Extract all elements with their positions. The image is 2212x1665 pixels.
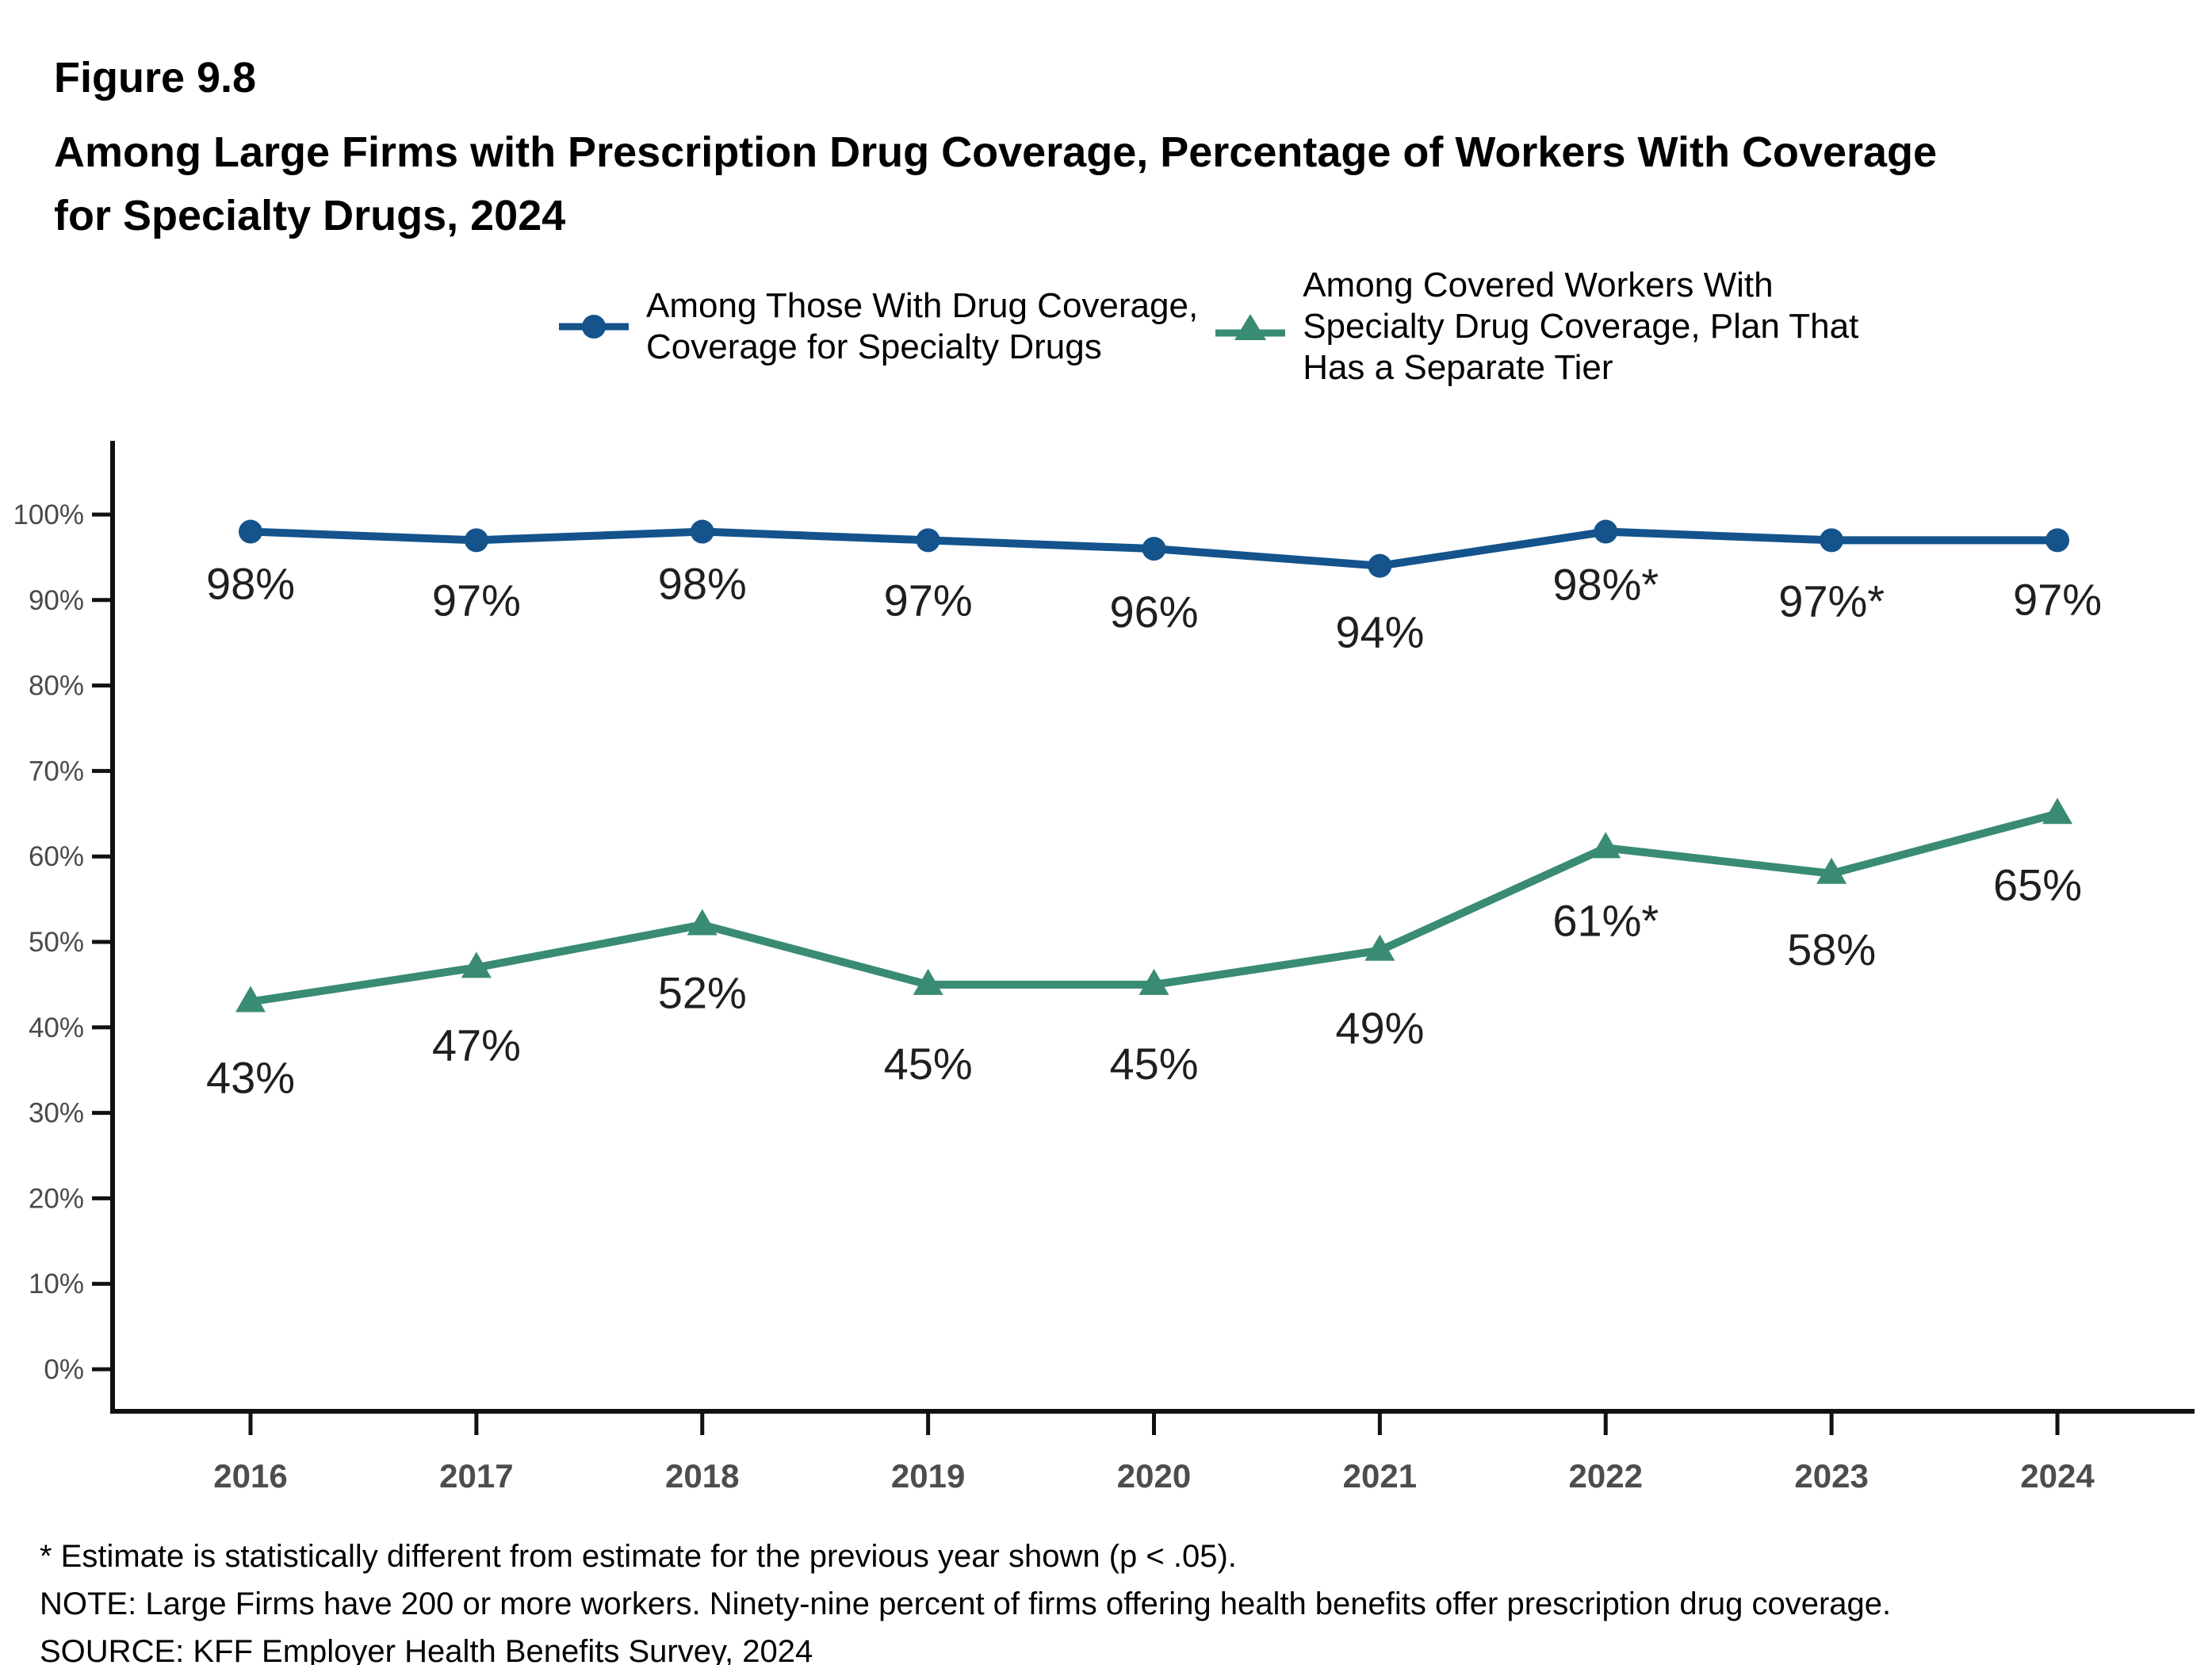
figure-title-line-1: Among Large Firms with Prescription Drug…	[54, 128, 1938, 176]
y-axis-tick-label: 50%	[29, 927, 84, 958]
figure-header: Figure 9.8 Among Large Firms with Prescr…	[54, 46, 1937, 247]
figure-title-line-2: for Specialty Drugs, 2024	[54, 192, 566, 239]
data-label: 94%	[1335, 607, 1424, 657]
data-label: 98%*	[1552, 560, 1659, 610]
data-point-circle-icon	[239, 519, 262, 544]
data-point-triangle-icon	[1364, 934, 1395, 961]
data-point-triangle-icon	[1816, 857, 1847, 884]
data-point-triangle-icon	[235, 986, 266, 1012]
data-point-triangle-icon	[687, 909, 718, 936]
data-label: 61%*	[1552, 895, 1659, 945]
data-label: 49%	[1335, 1003, 1424, 1053]
data-label: 97%	[884, 575, 973, 625]
x-axis-tick-label: 2017	[439, 1457, 513, 1495]
data-point-circle-icon	[1368, 553, 1392, 578]
x-axis-tick-label: 2016	[213, 1457, 287, 1495]
data-point-circle-icon	[1142, 537, 1166, 561]
data-point-circle-icon	[916, 528, 940, 553]
line-chart: 0% 10% 20% 30% 40% 50% 60% 70% 80% 90% 100% 2016 201…	[13, 441, 2195, 1495]
data-point-triangle-icon	[1590, 832, 1621, 859]
x-axis-tick-label: 2024	[2020, 1457, 2095, 1495]
data-label: 97%	[2013, 574, 2102, 624]
data-label: 43%	[206, 1052, 295, 1102]
y-axis-tick-label: 60%	[29, 841, 84, 872]
figure-title: Among Large Firms with Prescription Drug…	[54, 121, 1937, 247]
data-label: 98%	[658, 559, 747, 609]
footnote-source: SOURCE: KFF Employer Health Benefits Sur…	[40, 1634, 813, 1665]
data-point-circle-icon	[1820, 528, 1844, 553]
data-point-circle-icon	[2046, 528, 2069, 553]
data-point-circle-icon	[1594, 519, 1618, 544]
legend-label-line: Specialty Drug Coverage, Plan That	[1303, 307, 1859, 346]
data-point-triangle-icon	[913, 968, 943, 995]
legend-label-line: Coverage for Specialty Drugs	[646, 327, 1102, 366]
x-axis-tick-label: 2021	[1343, 1457, 1417, 1495]
y-axis-tick-label: 70%	[29, 756, 84, 787]
footnotes: * Estimate is statistically different fr…	[40, 1538, 1891, 1665]
data-point-circle-icon	[690, 519, 714, 544]
data-point-triangle-icon	[1139, 968, 1169, 995]
x-axis-tick-label: 2020	[1117, 1457, 1191, 1495]
y-axis-tick-label: 10%	[29, 1269, 84, 1299]
data-label: 45%	[1109, 1039, 1198, 1089]
footnote-asterisk: * Estimate is statistically different fr…	[40, 1539, 1237, 1574]
data-label: 98%	[206, 559, 295, 609]
data-label: 52%	[658, 967, 747, 1017]
legend-label-line: Among Covered Workers With	[1303, 266, 1774, 304]
data-label: 97%	[432, 575, 521, 625]
x-axis-tick-label: 2018	[665, 1457, 739, 1495]
chart-legend: Among Those With Drug Coverage, Coverage …	[557, 265, 1858, 388]
figure-number: Figure 9.8	[54, 54, 257, 101]
data-label: 45%	[884, 1039, 973, 1089]
x-axis-tick-label: 2019	[891, 1457, 965, 1495]
y-axis-tick-label: 100%	[13, 500, 84, 530]
y-axis-tick-label: 20%	[29, 1183, 84, 1214]
legend-label-line: Has a Separate Tier	[1303, 348, 1613, 387]
footnote-note: NOTE: Large Firms have 200 or more worke…	[40, 1587, 1892, 1621]
data-point-circle-icon	[464, 528, 488, 553]
legend-item-specialty-drug-coverage: Among Those With Drug Coverage, Coverage …	[557, 285, 1198, 368]
legend-label-line: Among Those With Drug Coverage,	[646, 286, 1199, 325]
y-axis-tick-label: 40%	[29, 1012, 84, 1043]
y-axis-tick-label: 0%	[44, 1354, 84, 1385]
legend-label: Among Covered Workers With Specialty Drug…	[1303, 265, 1858, 388]
data-point-triangle-icon	[2042, 798, 2072, 825]
legend-label: Among Those With Drug Coverage, Coverage …	[646, 285, 1198, 368]
legend-triangle	[1234, 314, 1267, 340]
x-axis-tick-label: 2022	[1569, 1457, 1643, 1495]
legend-marker-triangle-icon	[1215, 314, 1286, 340]
y-axis-tick-label: 30%	[29, 1098, 84, 1129]
data-label: 58%	[1787, 924, 1876, 974]
x-axis-tick-label: 2023	[1794, 1457, 1868, 1495]
y-axis-tick-label: 90%	[29, 585, 84, 616]
data-label: 97%*	[1778, 576, 1885, 626]
legend-item-separate-tier: Among Covered Workers With Specialty Drug…	[1214, 265, 1858, 388]
y-axis-tick-label: 80%	[29, 671, 84, 702]
data-label: 96%	[1109, 587, 1198, 637]
data-label: 47%	[432, 1020, 521, 1070]
legend-marker-circle-icon	[559, 315, 629, 339]
legend-circle	[582, 315, 606, 339]
data-point-triangle-icon	[461, 951, 492, 978]
data-label: 65%	[1993, 859, 2082, 909]
